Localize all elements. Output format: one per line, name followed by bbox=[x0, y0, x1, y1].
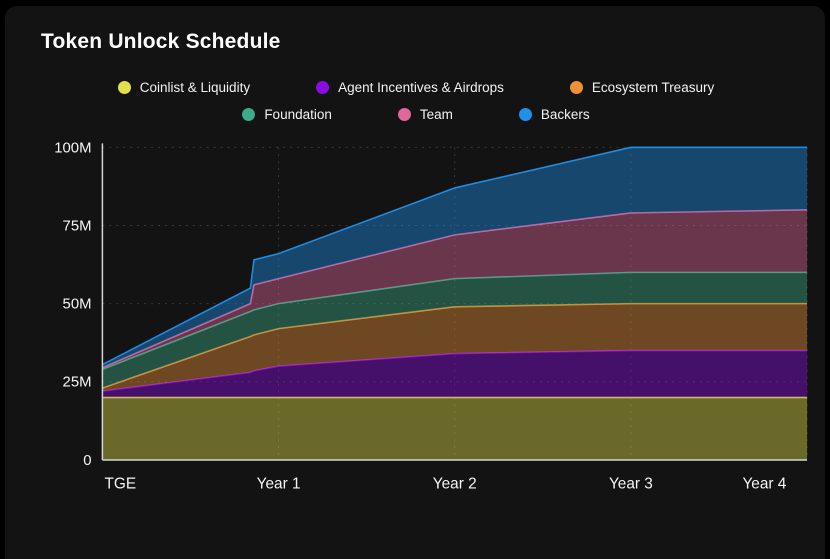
legend-label: Backers bbox=[540, 107, 590, 122]
legend-label: Team bbox=[419, 107, 453, 122]
area-topline-ecosystem-treasury bbox=[102, 302, 808, 389]
legend-item-team[interactable]: Team bbox=[397, 107, 453, 122]
legend-item-coinlist-liquidity[interactable]: Coinlist & Liquidity bbox=[117, 80, 251, 95]
token-unlock-card: Token Unlock Schedule Coinlist & Liquidi… bbox=[5, 6, 825, 559]
area-ecosystem-treasury bbox=[102, 303, 808, 392]
legend-row-2: Foundation Team Backers bbox=[25, 107, 807, 122]
y-tick-label: 75M bbox=[63, 218, 92, 234]
area-team bbox=[102, 209, 808, 370]
x-tick-label: Year 4 bbox=[742, 476, 786, 493]
legend-label: Coinlist & Liquidity bbox=[139, 80, 251, 95]
legend-label: Agent Incentives & Airdrops bbox=[338, 80, 504, 95]
area-topline-backers bbox=[102, 146, 808, 366]
unlock-stacked-area-chart: 0 25M 50M 75M 100M TGE Year 1 Year 2 Year 3 Year … bbox=[54, 140, 808, 493]
legend-color-dot-icon bbox=[117, 81, 131, 94]
chart-legend: Coinlist & Liquidity Agent Incentives & … bbox=[25, 80, 807, 122]
legend-label: Foundation bbox=[264, 107, 332, 122]
legend-color-dot-icon bbox=[316, 81, 330, 94]
legend-color-dot-icon bbox=[242, 108, 256, 121]
legend-color-dot-icon bbox=[569, 81, 583, 94]
x-tick-label: Year 1 bbox=[257, 476, 301, 493]
y-tick-label: 100M bbox=[54, 140, 91, 156]
x-tick-label: Year 3 bbox=[609, 476, 653, 493]
area-topline-foundation bbox=[102, 271, 808, 371]
legend-label: Ecosystem Treasury bbox=[591, 80, 715, 95]
y-tick-label: 50M bbox=[63, 297, 92, 313]
area-topline-agent-incentives-airdrops bbox=[102, 349, 808, 392]
area-coinlist-liquidity bbox=[102, 397, 808, 460]
y-tick-label: 0 bbox=[83, 453, 91, 469]
chart-title: Token Unlock Schedule bbox=[41, 30, 281, 53]
card-content: Token Unlock Schedule Coinlist & Liquidi… bbox=[5, 6, 825, 508]
area-foundation bbox=[102, 272, 808, 389]
legend-item-backers[interactable]: Backers bbox=[518, 107, 590, 122]
legend-color-dot-icon bbox=[518, 108, 532, 121]
x-tick-label: Year 2 bbox=[433, 476, 477, 493]
legend-color-dot-icon bbox=[397, 108, 411, 121]
legend-item-ecosystem-treasury[interactable]: Ecosystem Treasury bbox=[569, 80, 715, 95]
legend-row-1: Coinlist & Liquidity Agent Incentives & … bbox=[25, 80, 807, 95]
area-agent-incentives-airdrops bbox=[102, 350, 808, 398]
x-tick-label: TGE bbox=[104, 476, 136, 493]
area-backers bbox=[102, 147, 808, 368]
area-topline-team bbox=[102, 209, 808, 369]
y-tick-label: 25M bbox=[63, 375, 92, 391]
legend-item-foundation[interactable]: Foundation bbox=[242, 107, 332, 122]
chart-area: 0 25M 50M 75M 100M TGE Year 1 Year 2 Year 3 Year … bbox=[25, 136, 808, 508]
legend-item-agent-incentives-airdrops[interactable]: Agent Incentives & Airdrops bbox=[316, 80, 504, 95]
